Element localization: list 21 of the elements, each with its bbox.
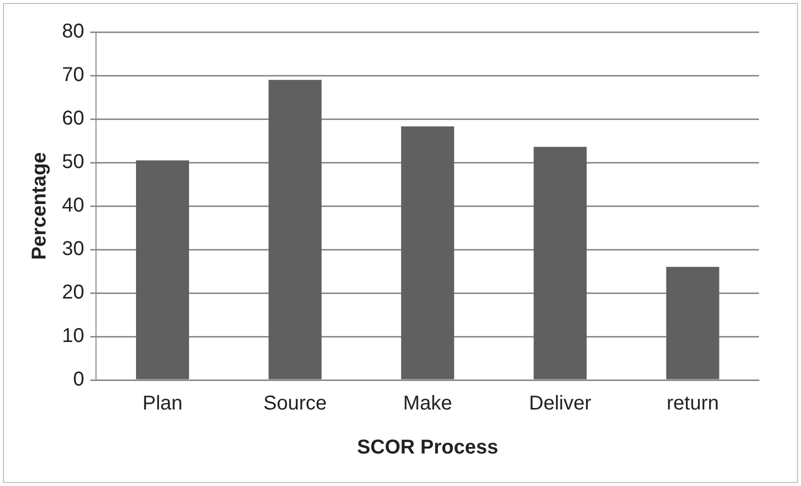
y-tick-label: 60	[62, 108, 84, 130]
x-tick-label: return	[666, 392, 719, 415]
y-tick-label: 20	[62, 282, 84, 304]
y-tick-label: 70	[62, 64, 84, 86]
x-tick-label: Source	[263, 392, 327, 415]
y-tick-label: 10	[62, 325, 84, 348]
bar	[401, 126, 454, 380]
y-tick-label: 30	[62, 238, 84, 260]
y-tick-label: 0	[73, 368, 84, 391]
y-tick-label: 40	[62, 194, 84, 217]
x-tick-label: Deliver	[529, 392, 592, 415]
y-tick-label: 50	[62, 151, 84, 174]
x-axis-title: SCOR Process	[357, 436, 498, 459]
bar	[666, 266, 720, 380]
bar	[268, 80, 322, 380]
bar	[136, 160, 190, 380]
x-tick-label: Make	[403, 392, 452, 415]
y-axis-title: Percentage	[28, 152, 51, 260]
x-tick-label: Plan	[142, 392, 183, 415]
y-tick-label: 80	[62, 20, 84, 43]
bar	[534, 146, 587, 380]
